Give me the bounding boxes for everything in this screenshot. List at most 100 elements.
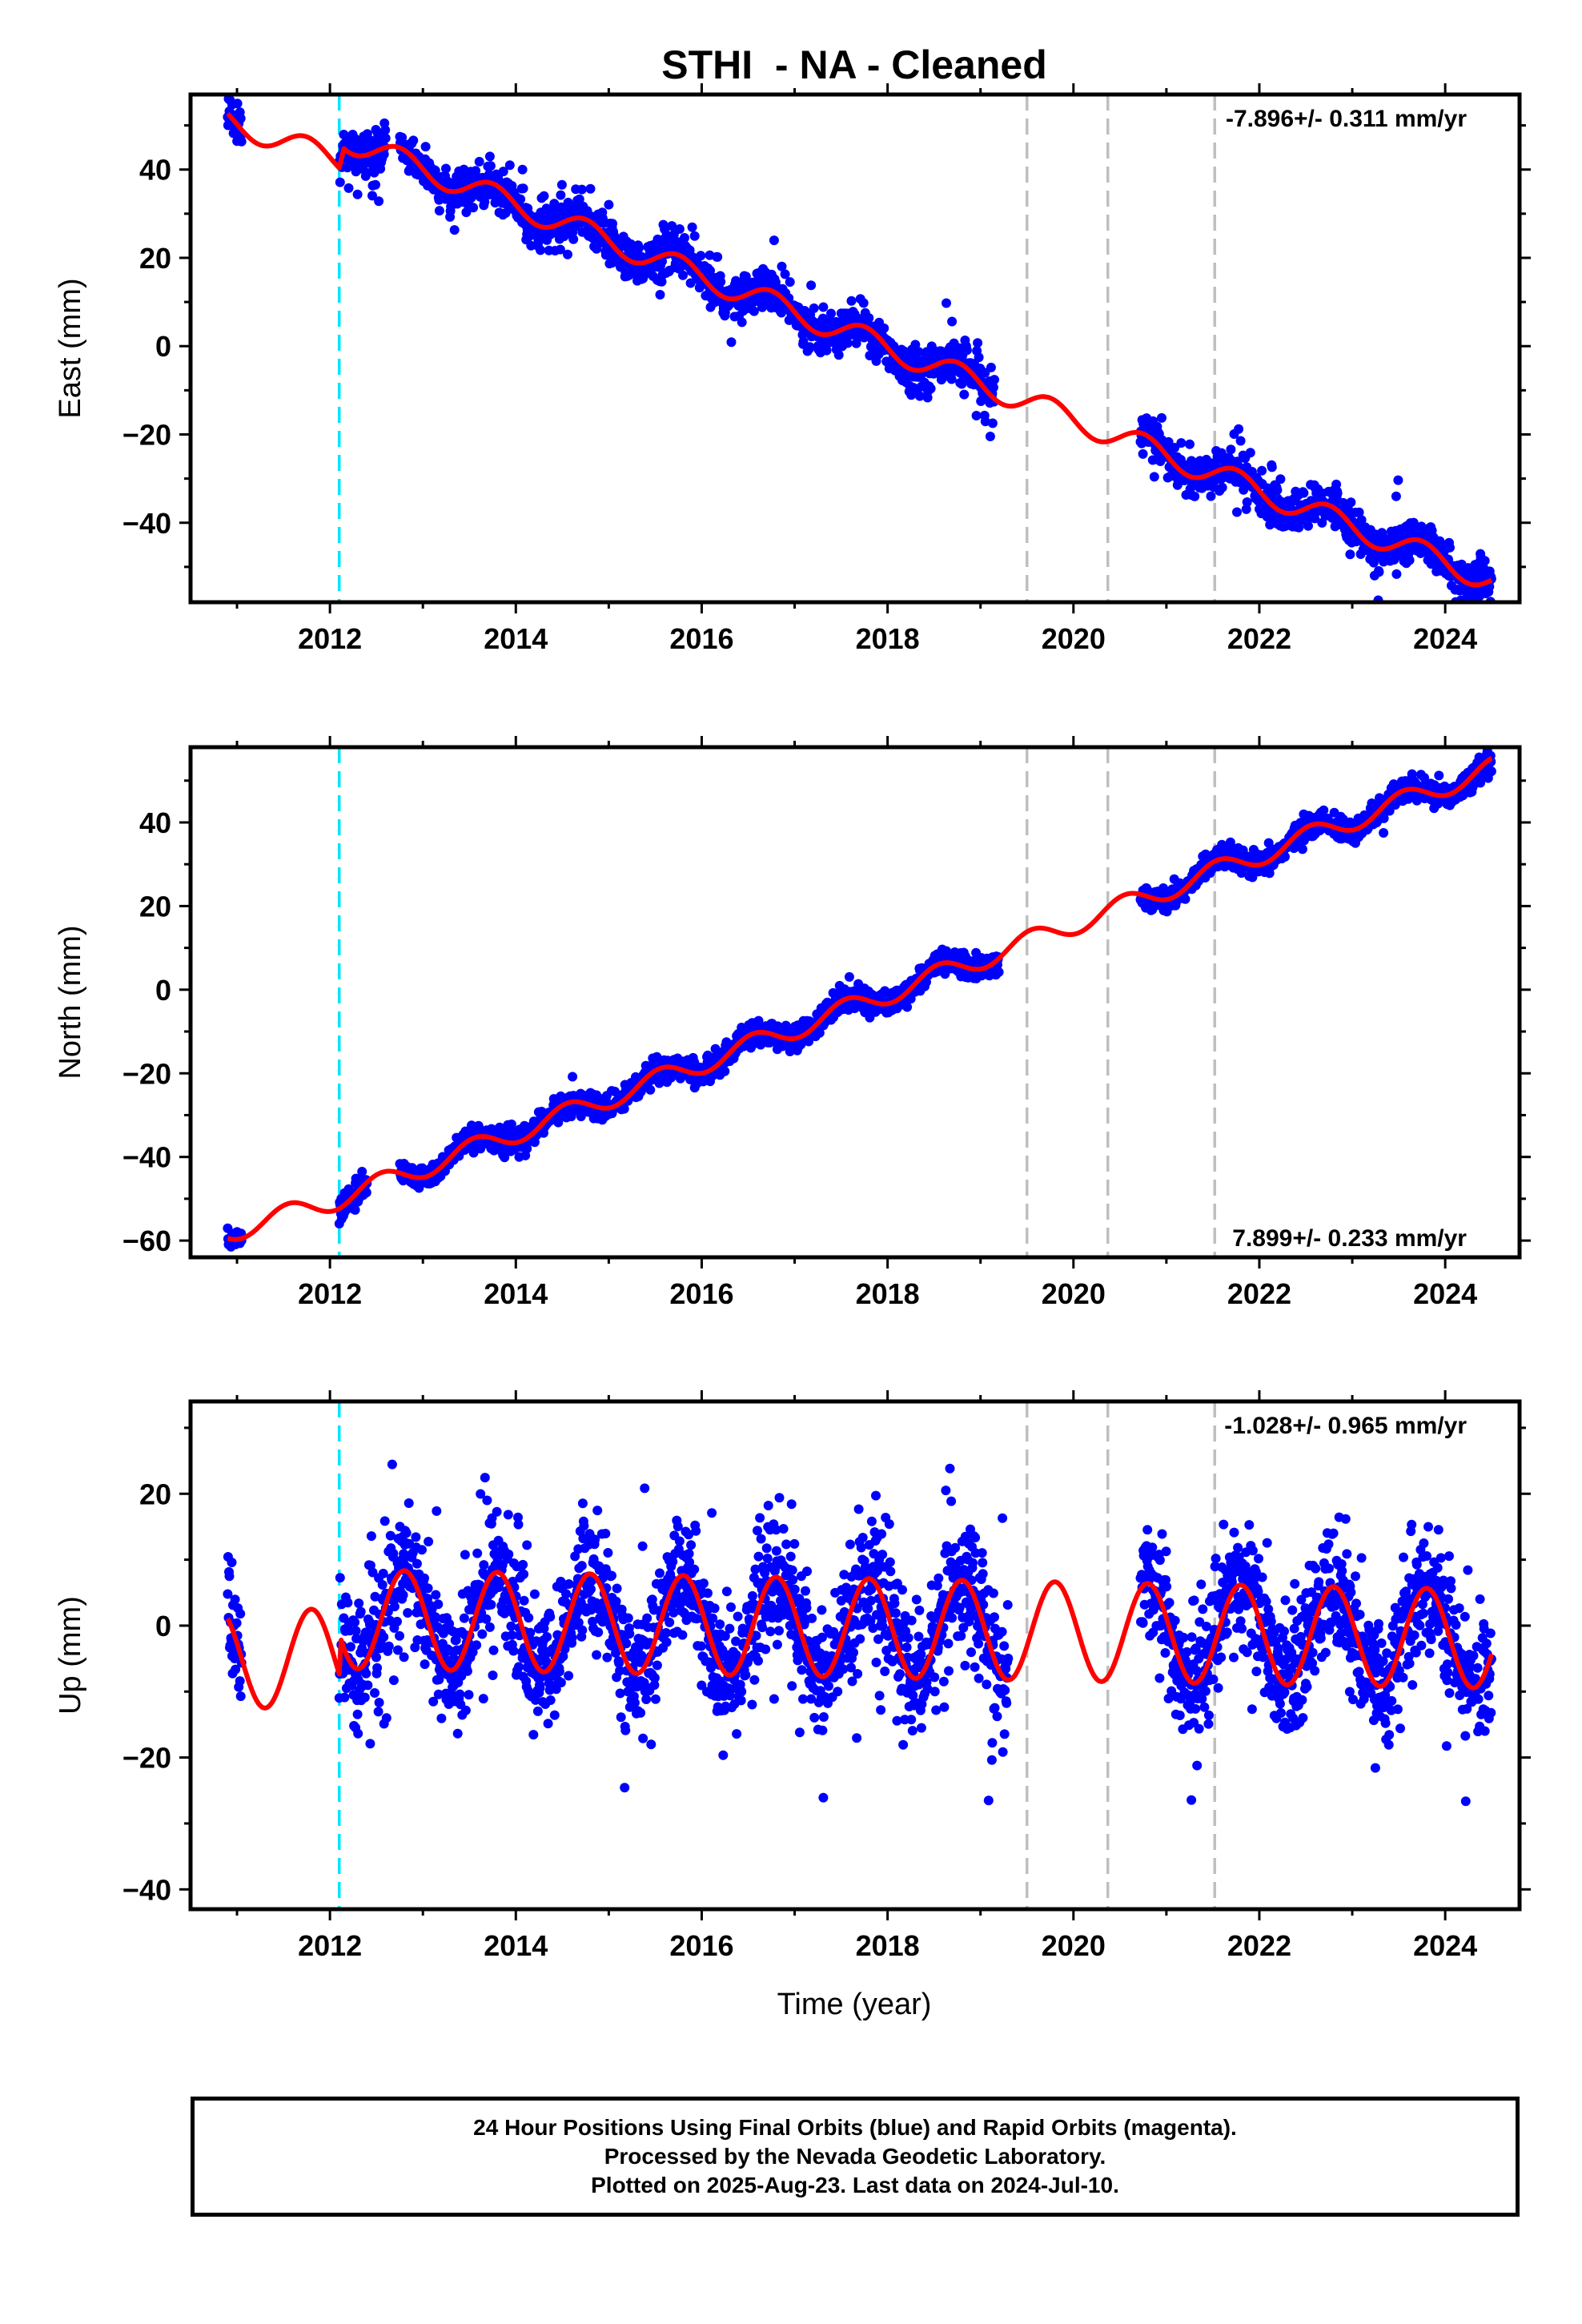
east-data-point bbox=[1480, 556, 1490, 566]
north-data-point bbox=[1180, 894, 1191, 904]
east-data-point bbox=[1149, 472, 1159, 482]
east-data-point bbox=[846, 296, 857, 306]
east-data-point bbox=[1257, 465, 1267, 476]
east-x-tick-label: 2020 bbox=[1042, 622, 1106, 655]
east-data-point bbox=[371, 179, 380, 190]
east-data-point bbox=[1242, 497, 1252, 507]
east-data-point bbox=[1346, 497, 1356, 508]
east-rate-label: -7.896+/- 0.311 mm/yr bbox=[1226, 106, 1467, 132]
east-data-point bbox=[352, 189, 363, 199]
east-y-tick-label: 20 bbox=[139, 242, 171, 275]
east-data-point bbox=[1232, 507, 1242, 517]
east-data-point bbox=[1275, 474, 1286, 485]
north-data-point bbox=[1486, 766, 1496, 777]
north-data-point bbox=[361, 1188, 371, 1198]
east-data-point bbox=[604, 199, 614, 210]
east-data-point bbox=[449, 225, 460, 235]
east-data-point bbox=[990, 375, 999, 385]
east-data-point bbox=[1217, 482, 1227, 493]
east-data-point bbox=[971, 411, 982, 420]
east-data-point bbox=[634, 243, 644, 253]
north-data-point bbox=[357, 1167, 367, 1176]
east-data-point bbox=[468, 203, 479, 213]
east-data-point bbox=[726, 337, 737, 348]
north-data-point bbox=[576, 1112, 586, 1122]
east-data-point bbox=[946, 374, 957, 384]
east-data-point bbox=[1138, 448, 1148, 459]
north-data-point bbox=[1319, 805, 1329, 815]
east-data-point bbox=[974, 352, 984, 363]
east-data-point bbox=[608, 219, 617, 229]
east-data-point bbox=[1272, 485, 1283, 495]
north-data-point bbox=[553, 1117, 564, 1128]
east-data-point bbox=[1299, 488, 1309, 498]
east-data-point bbox=[914, 391, 925, 401]
north-panel: 2012 2014 2016 2018 2020 2022 2024−60−40−20020… bbox=[54, 736, 1531, 1310]
east-data-point bbox=[1345, 549, 1355, 560]
east-data-point bbox=[809, 303, 819, 313]
east-data-point bbox=[1404, 555, 1415, 565]
east-data-point bbox=[526, 240, 536, 251]
east-data-point bbox=[716, 276, 726, 287]
east-data-point bbox=[576, 184, 587, 195]
east-data-point bbox=[1393, 475, 1403, 485]
east-data-point bbox=[987, 418, 998, 428]
east-data-point bbox=[1176, 438, 1186, 448]
north-data-point bbox=[1263, 838, 1274, 848]
east-data-point bbox=[705, 266, 715, 275]
east-data-point bbox=[986, 362, 996, 372]
east-data-point bbox=[518, 183, 528, 194]
east-data-point bbox=[913, 347, 924, 357]
east-data-point bbox=[749, 306, 759, 316]
east-data-point bbox=[380, 125, 391, 135]
east-data-point bbox=[777, 308, 786, 318]
north-data-point bbox=[720, 1066, 730, 1076]
east-data-point bbox=[539, 191, 549, 201]
east-x-tick-label: 2022 bbox=[1227, 622, 1291, 655]
east-data-point bbox=[1267, 462, 1277, 472]
east-data-point bbox=[235, 113, 246, 123]
east-data-point bbox=[563, 249, 572, 259]
east-data-point bbox=[805, 342, 815, 352]
east-y-tick-label: −20 bbox=[122, 419, 171, 452]
north-data-point bbox=[522, 1144, 532, 1154]
north-data-point bbox=[619, 1104, 629, 1114]
east-data-point bbox=[1332, 489, 1343, 498]
north-data-point bbox=[1297, 844, 1307, 854]
east-data-point bbox=[777, 261, 787, 271]
east-model-curve bbox=[226, 111, 1493, 588]
east-y-tick-label: −40 bbox=[122, 507, 171, 540]
east-x-tick-label: 2012 bbox=[298, 622, 362, 655]
east-data-point bbox=[826, 308, 836, 319]
east-data-point bbox=[833, 350, 844, 360]
north-data-point bbox=[1280, 851, 1290, 862]
north-data-point bbox=[902, 1002, 913, 1012]
east-data-point bbox=[1235, 436, 1246, 446]
east-data-point bbox=[367, 191, 377, 201]
east-data-point bbox=[962, 345, 972, 356]
east-x-tick-label: 2014 bbox=[484, 622, 548, 655]
east-data-point bbox=[864, 313, 874, 323]
east-data-point bbox=[1157, 412, 1166, 423]
east-data-point bbox=[556, 190, 566, 200]
east-data-point bbox=[380, 133, 391, 143]
east-data-point bbox=[500, 207, 511, 218]
east-data-point bbox=[555, 244, 565, 255]
east-data-point bbox=[1354, 507, 1364, 517]
east-data-point bbox=[232, 99, 243, 109]
north-data-point bbox=[1236, 868, 1247, 879]
east-panel: 2012 2014 2016 2018 2020 2022 2024−40−2002040E… bbox=[54, 83, 1531, 655]
north-data-point bbox=[1379, 828, 1389, 838]
east-data-point bbox=[1356, 515, 1367, 525]
north-data-point bbox=[814, 1027, 825, 1038]
east-data-point bbox=[556, 179, 567, 190]
north-data-point bbox=[645, 1084, 656, 1095]
east-data-point bbox=[851, 338, 861, 348]
east-data-point bbox=[1294, 522, 1304, 533]
east-data-point bbox=[420, 142, 431, 152]
north-data-point bbox=[350, 1204, 360, 1215]
east-data-point bbox=[517, 164, 528, 175]
east-data-point bbox=[408, 135, 419, 146]
east-data-point bbox=[1245, 448, 1255, 458]
east-y-tick-label: 0 bbox=[155, 330, 171, 363]
